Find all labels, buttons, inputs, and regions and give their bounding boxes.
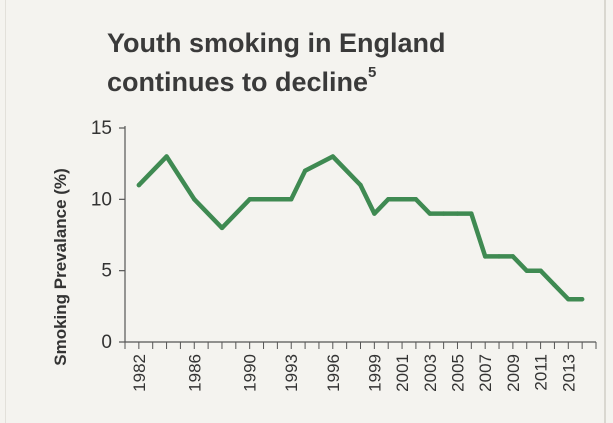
y-axis-title: Smoking Prevalance (%) (51, 168, 70, 365)
x-tick-label: 1999 (365, 354, 384, 392)
data-point (552, 282, 557, 288)
data-point (538, 268, 543, 273)
data-point (275, 197, 280, 202)
data-point (566, 297, 571, 302)
chart-title-line-1: Youth smoking in England (107, 28, 446, 58)
data-point (455, 211, 460, 216)
data-point (330, 154, 335, 159)
axes (124, 126, 596, 343)
y-tick-label: 10 (91, 189, 112, 210)
chart-title-superscript: 5 (368, 64, 377, 81)
data-point (192, 197, 197, 202)
data-point (510, 254, 516, 259)
x-tick-label: 1990 (241, 354, 260, 392)
data-point (164, 154, 169, 159)
y-tick-label: 5 (101, 261, 112, 282)
chart-title-line-2: continues to decline5 (107, 60, 446, 99)
data-point (399, 197, 405, 202)
data-point (413, 197, 419, 202)
y-ticks: 0 5 10 15 (91, 118, 125, 353)
data-point (372, 211, 377, 216)
y-tick-label: 0 (101, 332, 112, 353)
x-tick-label: 1996 (324, 354, 343, 392)
data-point (496, 254, 502, 259)
x-tick-label: 1982 (130, 354, 149, 392)
chart-title-line-2-text: continues to decline (107, 67, 369, 97)
data-point (302, 168, 308, 173)
x-tick-label: 1993 (282, 354, 301, 392)
x-tick-label: 2003 (421, 354, 440, 392)
data-point (469, 211, 474, 216)
x-tick-label: 2007 (476, 354, 495, 392)
x-tick-label: 2009 (504, 354, 523, 392)
frame-edge-left (5, 0, 6, 423)
data-point (219, 225, 225, 231)
data-point (289, 197, 294, 202)
data-point (358, 182, 363, 188)
x-tick-label: 2013 (559, 354, 578, 392)
data-point (579, 297, 585, 302)
series-group (136, 154, 585, 302)
chart-title: Youth smoking in England continues to de… (107, 26, 446, 99)
data-point (483, 254, 488, 259)
x-tick-label: 2011 (532, 354, 551, 391)
x-ticks: 1982 1986 1990 1993 1996 1999 2001 2003 2005 2007… (124, 342, 597, 392)
data-point (427, 211, 432, 216)
x-tick-label: 2005 (448, 354, 467, 392)
series-line (136, 154, 585, 302)
y-tick-label: 15 (91, 118, 112, 139)
x-tick-label: 2001 (393, 354, 412, 392)
frame-edge-right (604, 0, 606, 423)
data-point (136, 182, 142, 188)
data-point (524, 268, 529, 273)
data-point (386, 197, 391, 202)
x-tick-label: 1986 (185, 354, 204, 392)
data-point (247, 197, 252, 202)
data-point (441, 211, 446, 216)
